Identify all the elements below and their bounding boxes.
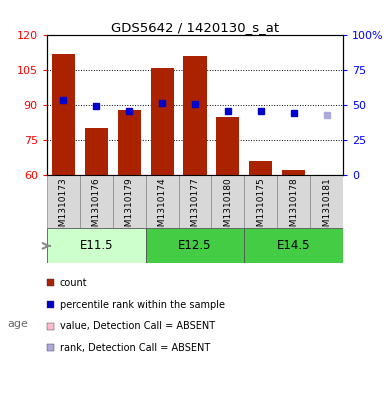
Bar xyxy=(145,228,245,263)
Text: E11.5: E11.5 xyxy=(80,239,113,252)
Bar xyxy=(118,110,141,174)
Bar xyxy=(47,174,80,228)
Text: GSM1310180: GSM1310180 xyxy=(223,177,232,238)
Text: percentile rank within the sample: percentile rank within the sample xyxy=(60,299,225,310)
Bar xyxy=(277,174,310,228)
Bar xyxy=(80,174,113,228)
Text: GSM1310181: GSM1310181 xyxy=(322,177,331,238)
Text: E14.5: E14.5 xyxy=(277,239,310,252)
Text: GSM1310177: GSM1310177 xyxy=(190,177,200,238)
Text: GSM1310176: GSM1310176 xyxy=(92,177,101,238)
Bar xyxy=(249,161,272,174)
Text: E12.5: E12.5 xyxy=(178,239,212,252)
Text: GSM1310173: GSM1310173 xyxy=(59,177,68,238)
Text: count: count xyxy=(60,278,87,288)
Bar xyxy=(245,228,343,263)
Bar xyxy=(310,174,343,228)
Bar xyxy=(179,174,211,228)
Title: GDS5642 / 1420130_s_at: GDS5642 / 1420130_s_at xyxy=(111,21,279,34)
Text: GSM1310174: GSM1310174 xyxy=(158,177,167,238)
Text: age: age xyxy=(8,319,29,329)
Bar xyxy=(183,56,207,174)
Bar xyxy=(151,68,174,174)
Bar xyxy=(85,128,108,174)
Bar xyxy=(211,174,245,228)
Bar xyxy=(216,117,239,174)
Text: GSM1310175: GSM1310175 xyxy=(256,177,265,238)
Text: GSM1310178: GSM1310178 xyxy=(289,177,298,238)
Text: rank, Detection Call = ABSENT: rank, Detection Call = ABSENT xyxy=(60,343,210,353)
Bar xyxy=(145,174,179,228)
Text: GSM1310179: GSM1310179 xyxy=(125,177,134,238)
Bar xyxy=(113,174,145,228)
Bar xyxy=(282,170,305,174)
Bar xyxy=(47,228,145,263)
Bar xyxy=(52,54,75,174)
Text: value, Detection Call = ABSENT: value, Detection Call = ABSENT xyxy=(60,321,215,331)
Bar xyxy=(245,174,277,228)
